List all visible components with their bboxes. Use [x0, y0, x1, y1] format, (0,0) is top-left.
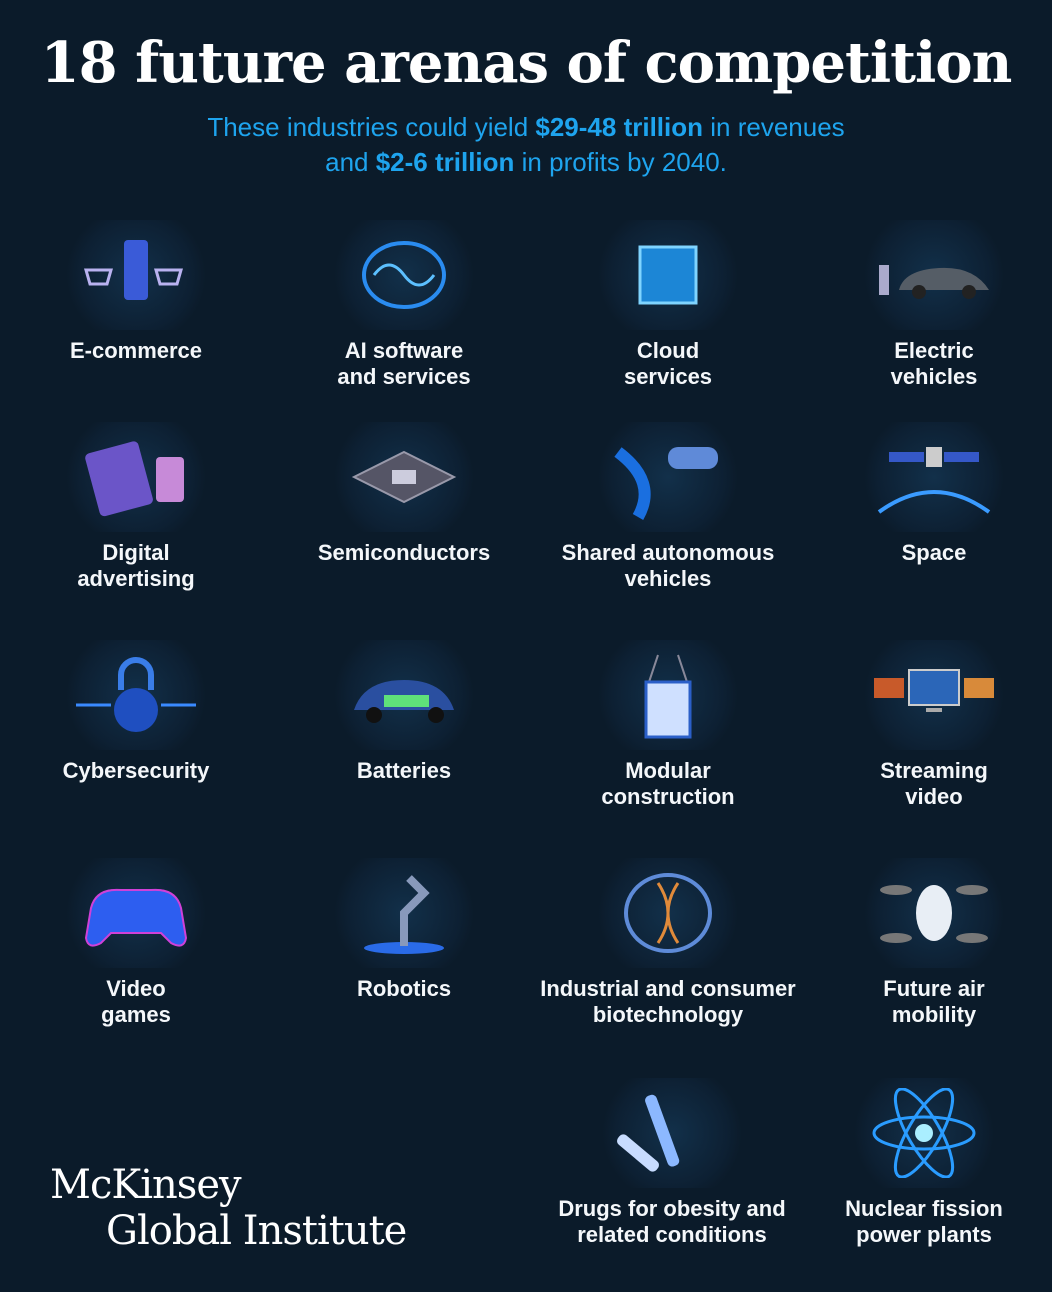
injection-pen-icon — [597, 1078, 747, 1188]
arena-semiconductors: Semiconductors — [264, 422, 544, 566]
profit-figure: $2-6 trillion — [375, 147, 515, 177]
arena-label: Semiconductors — [317, 540, 491, 565]
brain-icon — [329, 220, 479, 330]
arena-shared-autonomous-vehicles: Shared autonomous vehicles — [528, 422, 808, 592]
container-module-icon — [593, 640, 743, 750]
logo-line-1: McKinsey — [50, 1162, 242, 1208]
padlock-icon — [61, 640, 211, 750]
arena-label: Modular construction — [601, 758, 735, 809]
mckinsey-logo: McKinsey Global Institute — [50, 1162, 407, 1254]
arena-nuclear-fission-power-plants: Nuclear fission power plants — [784, 1078, 1052, 1248]
shopping-cart-icon — [61, 220, 211, 330]
arena-digital-advertising: Digital advertising — [0, 422, 276, 592]
arena-electric-vehicles: Electric vehicles — [794, 220, 1052, 390]
logo-line-2: Global Institute — [106, 1208, 407, 1254]
cloud-cube-icon — [593, 220, 743, 330]
autonomous-car-icon — [593, 422, 743, 532]
arena-label: Industrial and consumer biotechnology — [540, 976, 796, 1027]
arena-industrial-and-consumer-biotechnology: Industrial and consumer biotechnology — [528, 858, 808, 1028]
chip-icon — [329, 422, 479, 532]
arena-robotics: Robotics — [264, 858, 544, 1002]
atom-icon — [849, 1078, 999, 1188]
arena-ai-software-and-services: AI software and services — [264, 220, 544, 390]
arena-label: Shared autonomous vehicles — [561, 540, 775, 591]
arena-label: E-commerce — [69, 338, 203, 363]
arena-label: Robotics — [356, 976, 452, 1001]
dna-icon — [593, 858, 743, 968]
arena-label: Drugs for obesity and related conditions — [558, 1196, 786, 1247]
arena-e-commerce: E-commerce — [0, 220, 276, 364]
subtitle: These industries could yield $29-48 tril… — [0, 110, 1052, 180]
arena-batteries: Batteries — [264, 640, 544, 784]
arena-label: Cloud services — [623, 338, 713, 389]
arena-label: Batteries — [356, 758, 452, 783]
robot-arm-icon — [329, 858, 479, 968]
arena-space: Space — [794, 422, 1052, 566]
electric-car-icon — [859, 220, 1009, 330]
arena-cybersecurity: Cybersecurity — [0, 640, 276, 784]
arena-label: Cybersecurity — [62, 758, 210, 783]
arena-label: Space — [901, 540, 967, 565]
arena-drugs-for-obesity-and-related-conditions: Drugs for obesity and related conditions — [532, 1078, 812, 1248]
arena-cloud-services: Cloud services — [528, 220, 808, 390]
arena-video-games: Video games — [0, 858, 276, 1028]
revenue-figure: $29-48 trillion — [535, 112, 704, 142]
satellite-icon — [859, 422, 1009, 532]
drone-icon — [859, 858, 1009, 968]
subtitle-text: in revenues — [703, 112, 845, 142]
arena-label: Nuclear fission power plants — [845, 1196, 1003, 1247]
arena-modular-construction: Modular construction — [528, 640, 808, 810]
arena-label: Digital advertising — [77, 540, 195, 591]
arena-streaming-video: Streaming video — [794, 640, 1052, 810]
arena-label: Streaming video — [880, 758, 988, 809]
arena-label: Future air mobility — [883, 976, 985, 1027]
subtitle-text: in profits by 2040. — [514, 147, 727, 177]
arena-label: Electric vehicles — [890, 338, 978, 389]
subtitle-text: These industries could yield — [207, 112, 536, 142]
page-title: 18 future arenas of competition — [40, 30, 1013, 96]
gamepad-icon — [61, 858, 211, 968]
arena-future-air-mobility: Future air mobility — [794, 858, 1052, 1028]
arena-label: Video games — [101, 976, 171, 1027]
subtitle-text: and — [325, 147, 376, 177]
arena-label: AI software and services — [337, 338, 471, 389]
battery-car-icon — [329, 640, 479, 750]
screen-icon — [859, 640, 1009, 750]
tablet-phone-icon — [61, 422, 211, 532]
